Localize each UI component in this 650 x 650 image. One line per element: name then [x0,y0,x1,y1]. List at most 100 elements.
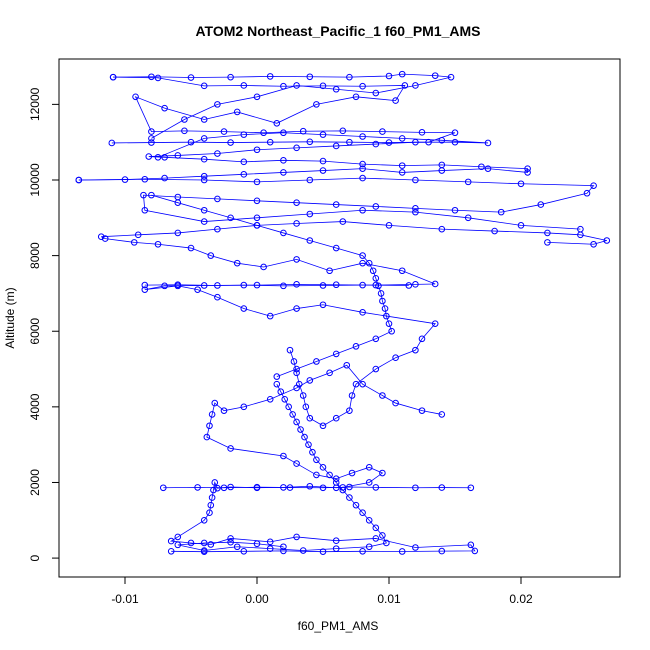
data-point [418,129,426,136]
data-point [372,365,380,373]
data-point [181,116,188,123]
series-7 [109,70,455,142]
data-point [398,135,406,142]
data-point [200,155,208,163]
data-point [348,392,356,399]
data-point [379,469,386,477]
data-point [293,369,300,377]
series-line [111,76,456,144]
data-point [372,203,380,210]
data-point [301,433,308,441]
data-point [148,139,155,146]
data-point [372,524,380,532]
data-point [140,191,147,199]
data-point [383,312,390,320]
series-line [101,221,607,286]
data-point [398,548,406,555]
x-tick-label: 0.02 [509,592,533,606]
series-8 [148,191,395,380]
series-2 [141,281,439,430]
data-point [280,452,287,460]
data-point [319,464,327,471]
data-point [200,135,208,142]
data-point [200,82,208,90]
data-point [148,73,155,81]
data-point [194,484,201,491]
series-6 [108,73,459,147]
y-axis: 0 2000 4000 6000 8000 10000 12000 [28,87,60,561]
data-point [200,172,208,180]
data-point [208,494,216,501]
data-point [372,535,380,542]
data-point [253,93,261,101]
data-point [305,441,312,448]
data-point [211,479,219,486]
data-point [379,392,386,399]
data-point [299,547,307,554]
data-point [332,244,340,252]
data-point [306,377,314,384]
data-point [227,445,234,452]
y-tick-label: 6000 [28,318,42,345]
data-point [108,139,116,147]
data-point [233,108,241,116]
data-point [159,484,167,492]
data-point [398,267,406,275]
data-point [293,281,300,288]
data-point [266,312,274,320]
y-tick-label: 12000 [28,87,42,121]
data-point [285,403,292,411]
data-point [297,426,304,433]
data-point [148,135,155,142]
data-point [372,484,380,491]
data-point [161,174,168,182]
data-point [319,301,327,309]
data-point [339,486,347,494]
data-point [332,85,340,93]
data-point [398,162,406,169]
data-point [412,484,419,492]
data-point [253,178,261,186]
data-point [286,484,294,491]
data-point [227,73,234,81]
data-point [365,259,373,267]
data-point [240,403,248,411]
data-point [293,533,300,541]
data-point [214,150,221,157]
data-point [346,407,353,414]
data-point [253,146,261,154]
data-point [359,160,366,168]
data-point [372,89,380,97]
data-point [253,483,261,491]
series-line [78,132,528,181]
data-point [233,543,241,551]
data-point [220,407,228,414]
data-point [484,139,492,147]
x-tick-label: 0.01 [377,592,401,606]
data-point [75,176,83,184]
data-point [467,541,475,549]
data-point [313,456,320,464]
data-point [319,82,327,90]
data-point [161,282,168,290]
data-point [326,471,333,479]
data-point [194,286,201,293]
data-point [412,346,419,354]
data-point [343,361,351,369]
data-point [464,214,472,222]
data-point [293,256,300,263]
series-line [151,194,393,377]
data-point [372,140,380,148]
data-point [583,189,591,197]
data-point [537,201,545,208]
data-point [352,93,360,101]
data-point [174,541,182,549]
data-point [200,547,208,554]
data-point [385,139,393,146]
data-point [266,538,274,546]
data-point [359,259,366,267]
data-point [167,537,175,545]
data-point [281,395,289,403]
data-point [346,494,353,501]
